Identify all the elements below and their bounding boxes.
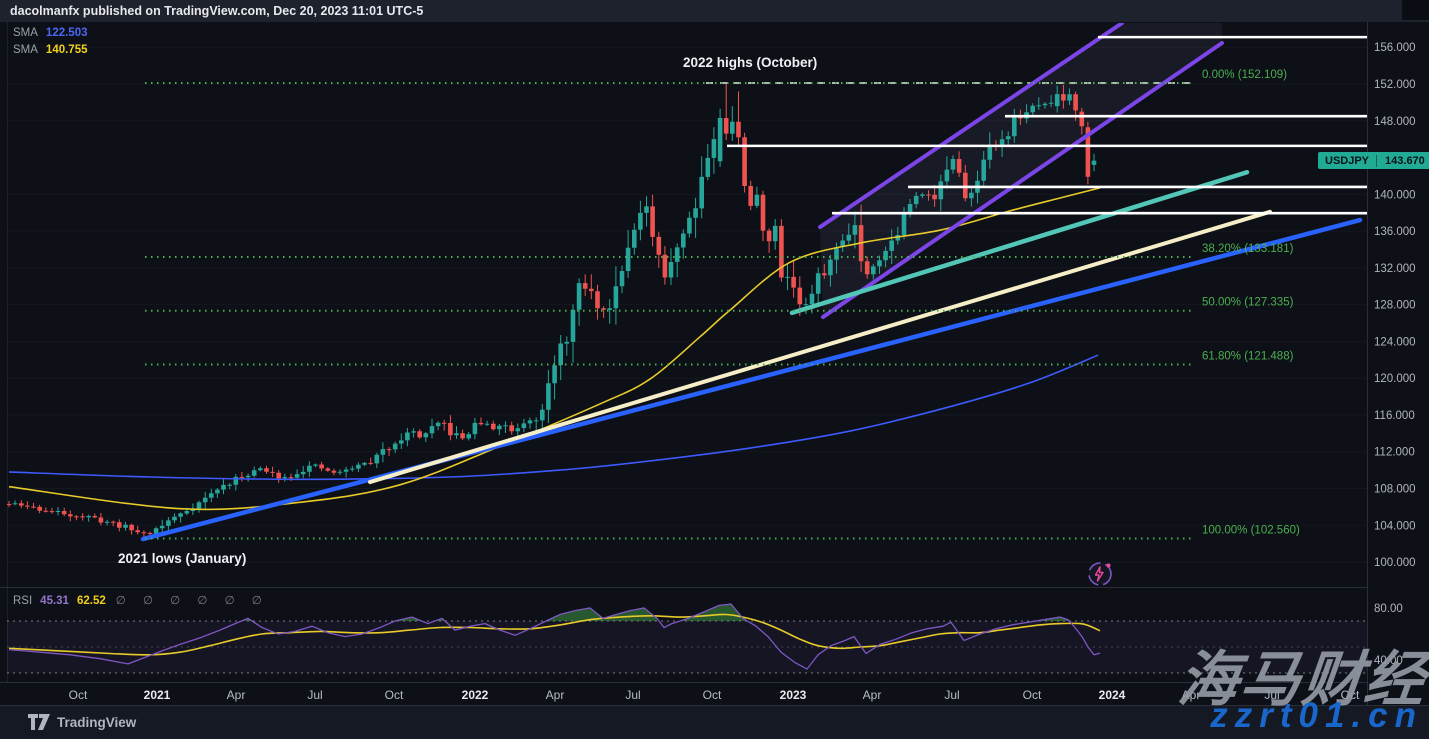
svg-text:Jul: Jul bbox=[944, 688, 959, 702]
svg-text:2023: 2023 bbox=[780, 688, 807, 702]
svg-text:40.00: 40.00 bbox=[1374, 655, 1403, 667]
svg-text:50.00% (127.335): 50.00% (127.335) bbox=[1202, 297, 1294, 309]
svg-text:100.00% (102.560): 100.00% (102.560) bbox=[1202, 525, 1300, 537]
channel-lower-line[interactable] bbox=[821, 41, 1224, 320]
badge-symbol: USDJPY bbox=[1318, 154, 1378, 167]
svg-text:Oct: Oct bbox=[385, 688, 404, 702]
annotation-2021-lows: 2021 lows (January) bbox=[118, 551, 247, 566]
svg-text:124.000: 124.000 bbox=[1374, 336, 1416, 348]
rsi-label: RSI bbox=[13, 595, 33, 607]
rsi-ma-value: 62.52 bbox=[76, 595, 106, 607]
svg-text:148.000: 148.000 bbox=[1374, 116, 1416, 128]
parallel-channel-fill bbox=[820, 23, 1222, 318]
candlestick-series bbox=[7, 83, 1097, 539]
svg-text:Oct: Oct bbox=[1023, 688, 1042, 702]
time-axis[interactable]: Oct 2021 Apr Jul Oct 2022 Apr Jul Oct 2023 Apr Jul O… bbox=[69, 688, 1360, 702]
legend-sma-slow[interactable]: SMA 140.755 bbox=[13, 44, 88, 56]
rsi-value: 45.31 bbox=[40, 595, 69, 607]
svg-text:112.000: 112.000 bbox=[1374, 447, 1415, 459]
annotation-2022-highs: 2022 highs (October) bbox=[683, 55, 818, 70]
magic-wand-icon[interactable] bbox=[1088, 562, 1112, 586]
sma-fast-line[interactable] bbox=[8, 354, 1099, 481]
svg-text:152.000: 152.000 bbox=[1374, 79, 1416, 91]
rsi-pane[interactable] bbox=[7, 603, 1367, 674]
rsi-legend[interactable]: RSI 45.31 62.52 ∅ ∅ ∅ ∅ ∅ ∅ bbox=[13, 593, 269, 607]
svg-text:80.00: 80.00 bbox=[1374, 603, 1403, 615]
svg-text:136.000: 136.000 bbox=[1374, 226, 1416, 238]
svg-text:132.000: 132.000 bbox=[1374, 263, 1416, 275]
svg-text:2024: 2024 bbox=[1099, 688, 1126, 702]
publish-banner: dacolmanfx published on TradingView.com,… bbox=[0, 0, 1429, 22]
footer-bar: TradingView bbox=[0, 705, 1429, 739]
svg-text:0.00% (152.109): 0.00% (152.109) bbox=[1202, 69, 1287, 81]
fib-retracement[interactable]: 0.00% (152.109) 38.20% (133.181) 50.00% (1… bbox=[145, 69, 1300, 540]
resistance-levels[interactable] bbox=[727, 35, 1367, 215]
svg-text:Apr: Apr bbox=[227, 688, 246, 702]
rsi-line bbox=[8, 603, 1101, 670]
price-pane[interactable] bbox=[7, 23, 1363, 542]
svg-text:116.000: 116.000 bbox=[1374, 410, 1415, 422]
sma-fast-label: SMA bbox=[13, 27, 38, 39]
rsi-overbought-fill bbox=[397, 617, 421, 621]
svg-text:61.80% (121.488): 61.80% (121.488) bbox=[1202, 350, 1294, 362]
legend-sma-fast[interactable]: SMA 122.503 bbox=[13, 27, 88, 39]
svg-text:128.000: 128.000 bbox=[1374, 300, 1416, 312]
svg-text:38.20% (133.181): 38.20% (133.181) bbox=[1202, 243, 1294, 255]
tradingview-brand[interactable]: TradingView bbox=[28, 713, 136, 731]
sma-fast-value: 122.503 bbox=[45, 27, 88, 39]
svg-text:2022: 2022 bbox=[462, 688, 489, 702]
svg-text:Oct: Oct bbox=[1341, 688, 1360, 702]
svg-text:Apr: Apr bbox=[863, 688, 882, 702]
tradingview-brand-text: TradingView bbox=[57, 714, 137, 730]
rsi-overbought-fill bbox=[437, 618, 443, 621]
svg-text:Apr: Apr bbox=[546, 688, 565, 702]
svg-text:Apr: Apr bbox=[1182, 688, 1201, 702]
svg-text:100.000: 100.000 bbox=[1374, 557, 1416, 569]
rsi-hidden-series: ∅ ∅ ∅ ∅ ∅ ∅ bbox=[115, 595, 269, 607]
svg-text:Jul: Jul bbox=[625, 688, 640, 702]
svg-text:120.000: 120.000 bbox=[1374, 373, 1416, 385]
svg-text:104.000: 104.000 bbox=[1374, 520, 1416, 532]
svg-text:Jul: Jul bbox=[1264, 688, 1279, 702]
header-corner-box[interactable] bbox=[1402, 0, 1429, 20]
trendline-blue[interactable] bbox=[140, 217, 1363, 542]
svg-text:140.000: 140.000 bbox=[1374, 189, 1416, 201]
channel-upper-line[interactable] bbox=[818, 23, 1124, 230]
price-axis[interactable]: 156.000 152.000 148.000 140.000 136.000 132.0… bbox=[1367, 22, 1416, 705]
svg-text:Jul: Jul bbox=[307, 688, 322, 702]
svg-text:156.000: 156.000 bbox=[1374, 42, 1416, 54]
tradingview-logo-icon bbox=[28, 714, 50, 730]
publish-title: dacolmanfx published on TradingView.com,… bbox=[10, 4, 424, 18]
sma-slow-label: SMA bbox=[13, 44, 38, 56]
watermark-site: zzrt01.cn bbox=[1210, 696, 1423, 735]
trendline-teal[interactable] bbox=[789, 170, 1250, 316]
svg-text:2021: 2021 bbox=[144, 688, 171, 702]
svg-text:108.000: 108.000 bbox=[1374, 483, 1416, 495]
badge-price: 143.670 bbox=[1385, 154, 1425, 167]
svg-text:Oct: Oct bbox=[69, 688, 88, 702]
trendline-cream[interactable] bbox=[368, 209, 1272, 485]
svg-text:Oct: Oct bbox=[703, 688, 722, 702]
sma-slow-line[interactable] bbox=[8, 187, 1101, 511]
price-badge[interactable]: USDJPY 143.670 bbox=[1318, 152, 1429, 169]
sma-slow-value: 140.755 bbox=[45, 44, 88, 56]
rsi-band-fill bbox=[7, 621, 1367, 673]
